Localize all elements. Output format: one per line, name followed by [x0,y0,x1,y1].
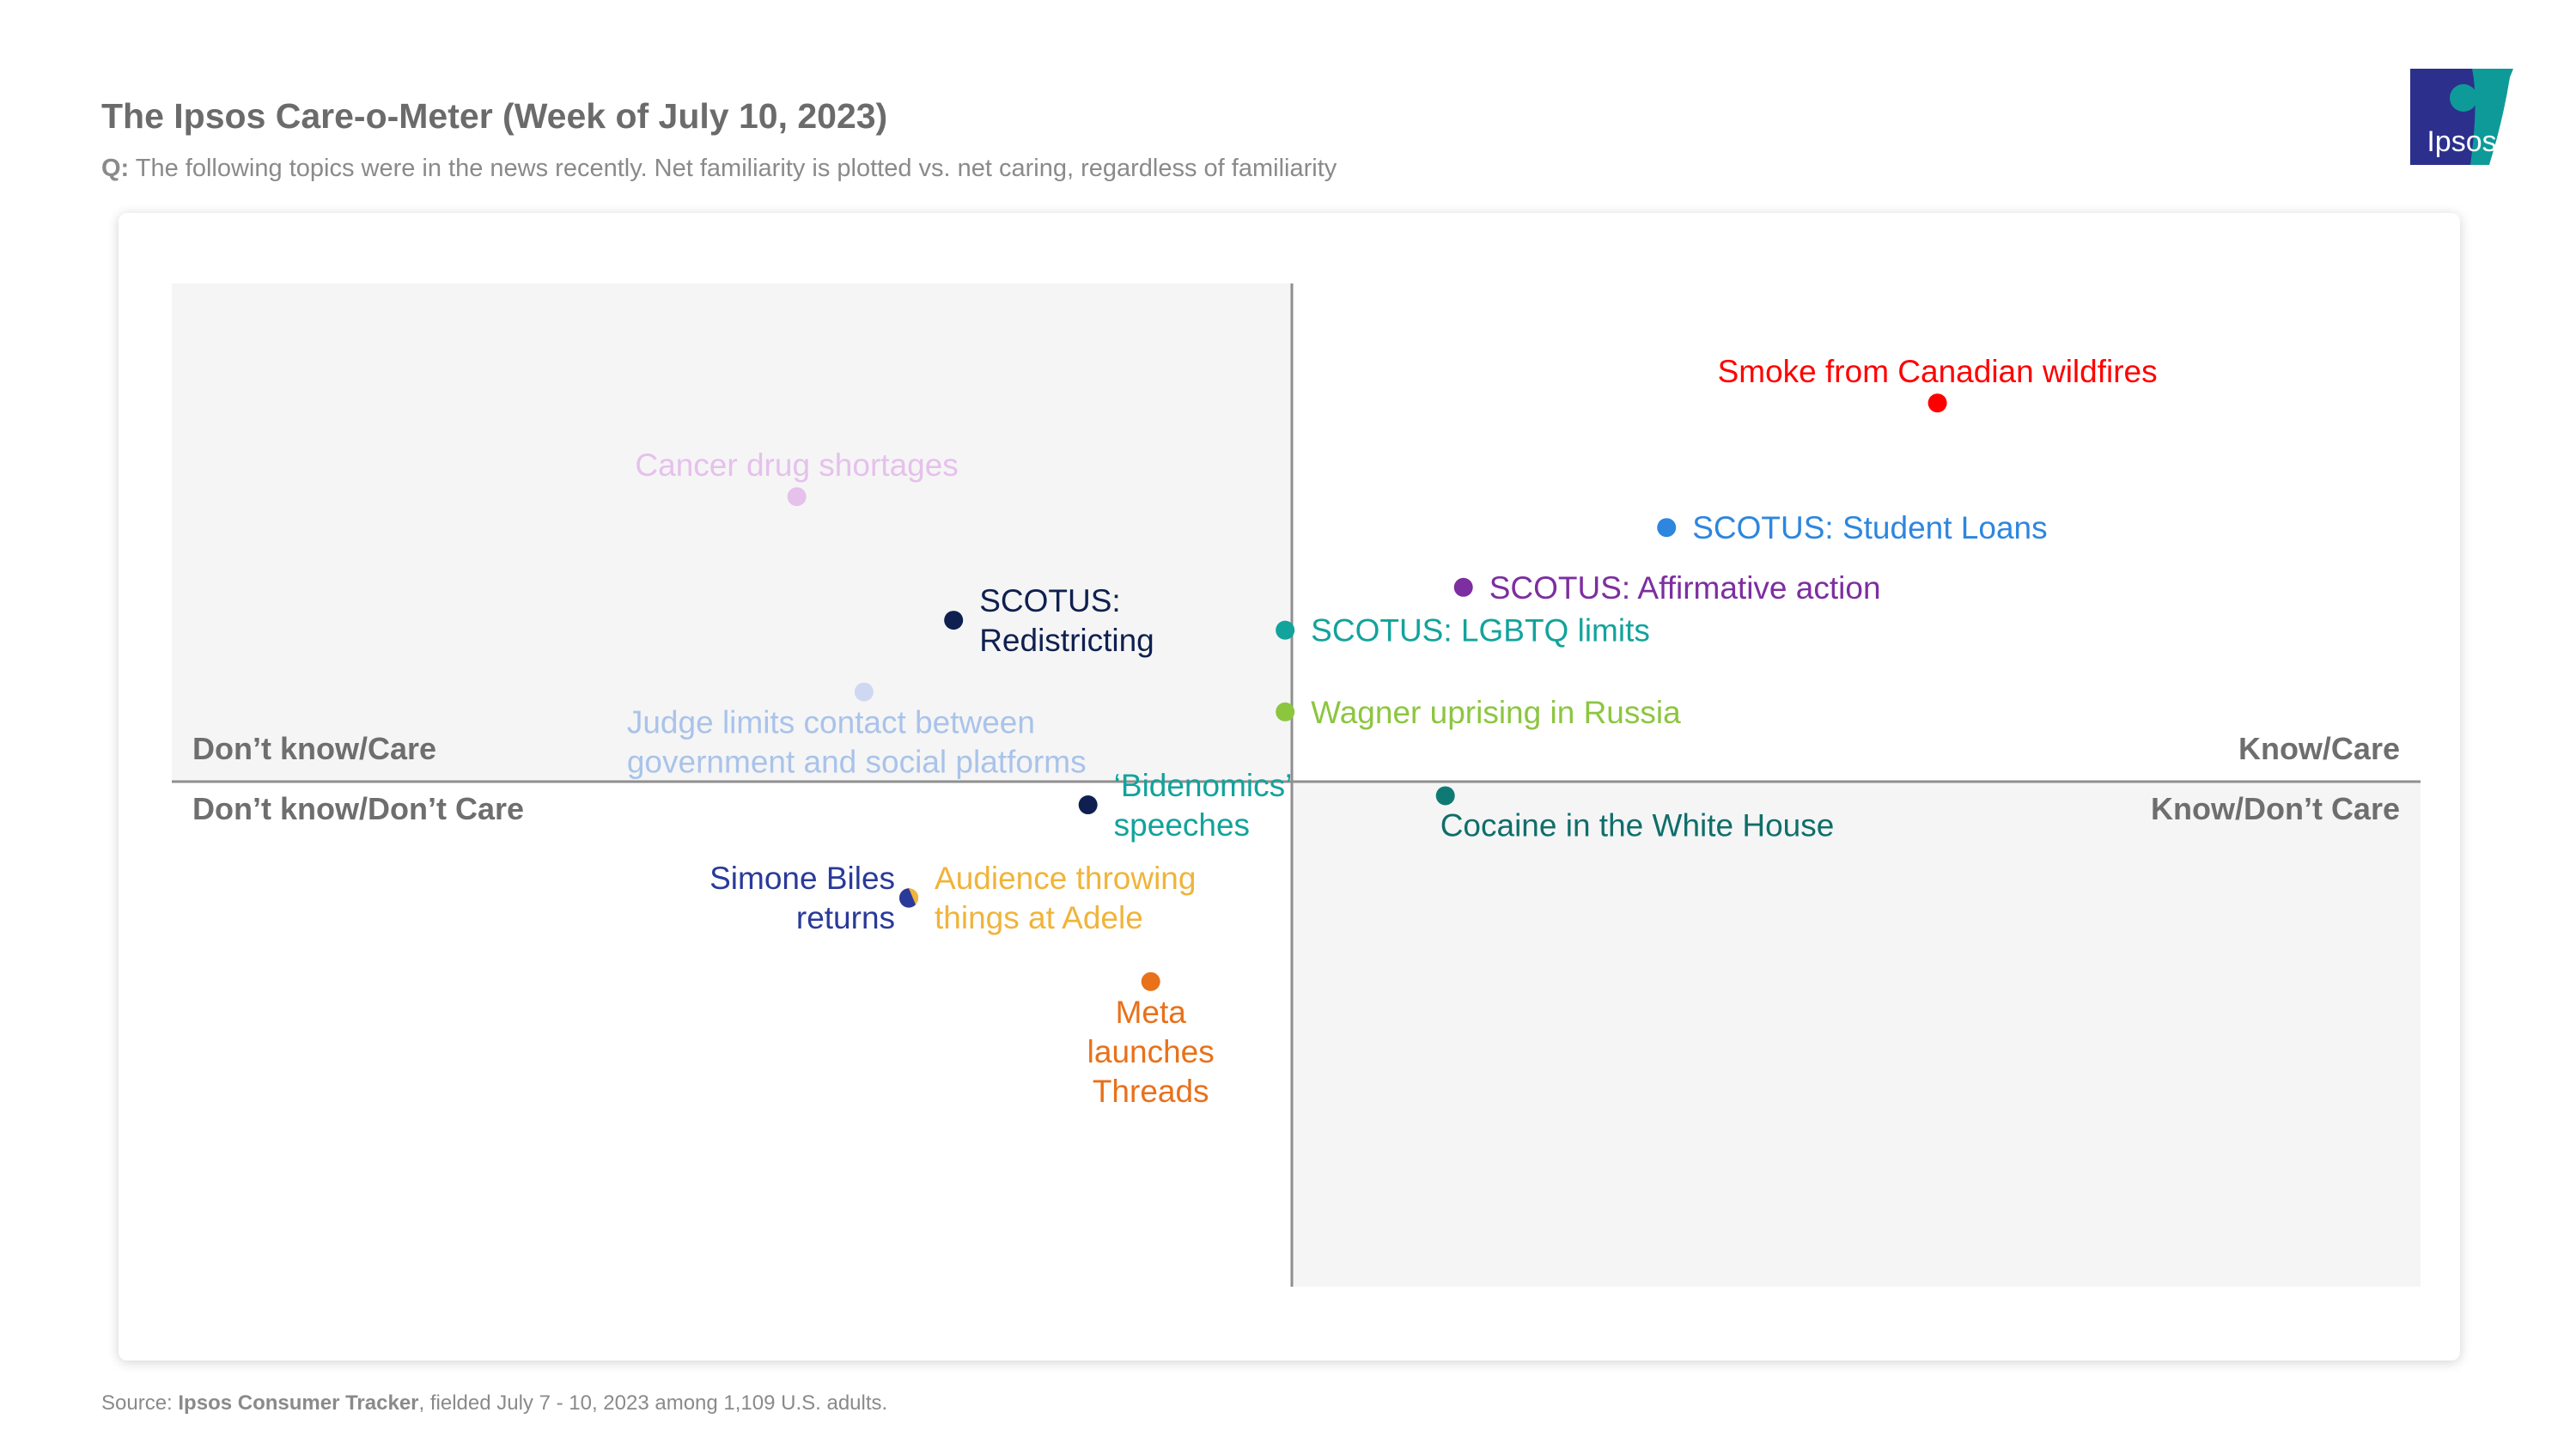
data-point-label-line: SCOTUS: Student Loans [1692,510,2047,545]
data-point-label-line: Cocaine in the White House [1440,807,1835,843]
data-point-label: SCOTUS: Affirmative action [1489,570,1881,606]
data-point-label: Simone Biles returns [709,861,895,935]
data-point-label-line: SCOTUS: Affirmative action [1489,570,1881,606]
data-point-label-line: SCOTUS: [979,583,1120,618]
quadrant-label-dontknow-care: Don’t know/Care [192,731,436,766]
data-point-marker [1927,393,1947,413]
data-point-marker [1657,518,1677,538]
data-point-label-line: Simone Biles [709,861,895,896]
data-point-label-line: speeches [1114,807,1250,843]
page-subtitle: Q: The following topics were in the news… [101,155,1337,183]
data-point-label: Wagner uprising in Russia [1311,695,1681,730]
care-o-meter-chart: Don’t know/Care Know/Care Don’t know/Don’t… [172,283,2421,1287]
data-point-label-line: Threads [1093,1074,1209,1109]
data-point-label: SCOTUS: Student Loans [1692,510,2047,545]
source-name: Ipsos Consumer Tracker [178,1391,419,1415]
data-point-group: Audience throwing things at Adele [899,861,1196,935]
subtitle-prefix: Q: [101,155,130,182]
data-point-label-line: government and social platforms [627,745,1087,780]
quadrant-know-dontcare-bg [1292,782,2421,1287]
data-point-label: Judge limits contact between government a… [627,705,1087,780]
data-point-label: Meta launches Threads [1087,995,1215,1109]
data-point-label-line: Wagner uprising in Russia [1311,695,1681,730]
data-point-group: Cocaine in the White House [1435,786,1835,843]
data-point-marker [1276,620,1295,640]
data-point-label-line: Cancer drug shortages [635,447,958,483]
data-point-marker [1435,786,1455,806]
data-point-group: Meta launches Threads [1087,971,1215,1109]
overlap-marker-half [899,888,917,908]
data-point-label-line: SCOTUS: LGBTQ limits [1311,613,1650,648]
data-point-marker [1453,577,1473,597]
quadrant-label-know-dontcare: Know/Don’t Care [2151,791,2400,826]
data-point-marker [854,682,874,702]
data-point-group: SCOTUS: Student Loans [1657,510,2048,545]
data-point-label: SCOTUS: Redistricting [979,583,1154,658]
data-point-group: Judge limits contact between government a… [627,682,1087,780]
data-point-marker [944,611,964,630]
data-point-label: ‘Bidenomics’ speeches [1114,768,1293,843]
data-point-label: Smoke from Canadian wildfires [1718,354,2158,389]
logo-head-shape [2450,84,2477,112]
data-point-label-line: ‘Bidenomics’ [1114,768,1293,803]
data-point-label-line: Smoke from Canadian wildfires [1718,354,2158,389]
data-point-label-line: things at Adele [935,900,1143,935]
subtitle-text: The following topics were in the news re… [135,155,1337,182]
source-footnote: Source: Ipsos Consumer Tracker, fielded … [101,1391,887,1416]
ipsos-logo: Ipsos [2410,69,2513,165]
data-point-marker [1141,971,1160,991]
data-point-group: SCOTUS: Redistricting [944,583,1154,658]
data-point-group: ‘Bidenomics’ speeches [1078,768,1293,843]
quadrant-dontknow-care-bg [172,283,1292,782]
data-point-group: Cancer drug shortages [635,447,959,507]
quadrant-label-dontknow-dontcare: Don’t know/Don’t Care [192,791,524,826]
data-point-label-line: Audience throwing [935,861,1196,896]
page-title: The Ipsos Care-o-Meter (Week of July 10,… [101,96,888,136]
data-point-label-line: returns [796,900,895,935]
chart-card: Don’t know/Care Know/Care Don’t know/Don’t… [119,213,2460,1361]
data-point-group: SCOTUS: Affirmative action [1453,570,1881,606]
data-point-label-line: Meta [1116,995,1187,1030]
data-point-label-line: Redistricting [979,623,1154,658]
data-point-group: Smoke from Canadian wildfires [1718,354,2158,413]
data-point-label-line: launches [1087,1034,1215,1069]
logo-text: Ipsos [2427,125,2496,158]
quadrant-label-know-care: Know/Care [2238,731,2400,766]
overlap-marker [899,888,919,908]
source-rest: , fielded July 7 - 10, 2023 among 1,109 … [418,1391,888,1415]
source-prefix: Source: [101,1391,173,1415]
data-point-marker [1078,795,1098,815]
data-point-marker [787,487,807,507]
data-point-group: Simone Biles returns [709,861,919,935]
data-point-group: Wagner uprising in Russia [1276,695,1681,730]
data-point-label-line: Judge limits contact between [627,705,1035,740]
data-point-label: Audience throwing things at Adele [935,861,1196,935]
data-point-group: SCOTUS: LGBTQ limits [1276,613,1650,648]
data-point-label: SCOTUS: LGBTQ limits [1311,613,1650,648]
data-point-label: Cancer drug shortages [635,447,958,483]
data-point-marker [1276,702,1295,721]
data-point-label: Cocaine in the White House [1440,807,1835,843]
